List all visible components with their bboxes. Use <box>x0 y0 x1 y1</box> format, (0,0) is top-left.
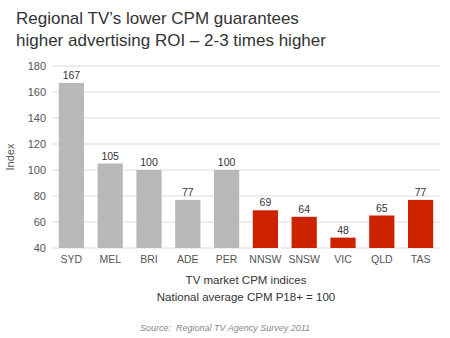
x-tick-label: PER <box>216 253 238 265</box>
x-tick-label: QLD <box>371 253 393 265</box>
data-label: 100 <box>140 156 158 168</box>
data-label: 167 <box>63 69 81 81</box>
y-tick-label: 180 <box>28 60 46 72</box>
bar <box>136 170 161 248</box>
x-tick-label: SNSW <box>288 253 320 265</box>
grid-line <box>52 92 440 93</box>
bar <box>175 200 200 248</box>
bar <box>369 216 394 249</box>
x-tick-label: VIC <box>334 253 352 265</box>
data-label: 48 <box>337 224 349 236</box>
bar <box>292 217 317 248</box>
grid-line <box>52 118 440 119</box>
data-label: 69 <box>260 196 272 208</box>
x-tick-label: SYD <box>61 253 83 265</box>
chart-container: Regional TV’s lower CPM guarantees higher… <box>0 0 450 338</box>
y-axis-label: Index <box>4 143 16 170</box>
data-label: 100 <box>218 156 236 168</box>
title: Regional TV’s lower CPM guarantees <box>16 9 299 28</box>
data-label: 77 <box>182 186 194 198</box>
bar <box>330 238 355 248</box>
grid-line <box>52 144 440 145</box>
y-tick-label: 60 <box>34 216 46 228</box>
annotation: National average CPM P18+ = 100 <box>157 291 335 303</box>
data-label: 64 <box>298 203 310 215</box>
bar <box>98 164 123 249</box>
x-tick-label: TAS <box>411 253 431 265</box>
grid-line <box>52 66 440 67</box>
bar <box>253 210 278 248</box>
data-label: 77 <box>415 186 427 198</box>
x-tick-label: MEL <box>99 253 121 265</box>
subtitle: higher advertising ROI – 2-3 times highe… <box>16 31 326 50</box>
data-label: 65 <box>376 202 388 214</box>
data-label: 105 <box>101 150 119 162</box>
y-tick-label: 160 <box>28 86 46 98</box>
y-tick-label: 100 <box>28 164 46 176</box>
x-axis-label: TV market CPM indices <box>186 274 307 286</box>
bar <box>214 170 239 248</box>
grid <box>52 66 440 248</box>
y-tick-label: 40 <box>34 242 46 254</box>
bar <box>59 83 84 248</box>
chart: Regional TV’s lower CPM guarantees higher… <box>0 0 450 338</box>
y-tick-label: 80 <box>34 190 46 202</box>
bars <box>59 83 433 248</box>
x-tick-label: ADE <box>177 253 199 265</box>
source: Source: Regional TV Agency Survey 2011 <box>140 323 310 333</box>
x-tick-label: NNSW <box>249 253 281 265</box>
x-tick-label: BRI <box>140 253 158 265</box>
bar <box>408 200 433 248</box>
y-tick-label: 140 <box>28 112 46 124</box>
y-tick-label: 120 <box>28 138 46 150</box>
